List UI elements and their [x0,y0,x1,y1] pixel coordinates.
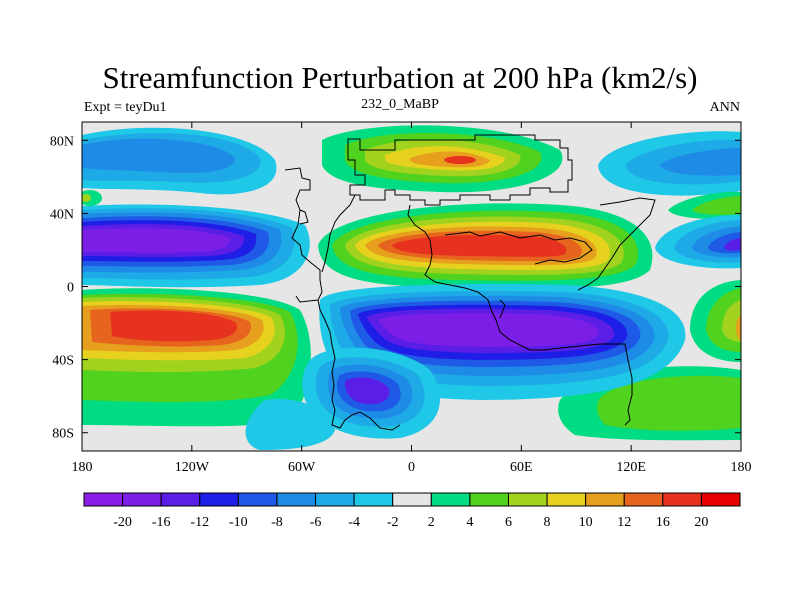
southern-band-negative [245,399,335,450]
colorbar-swatch [83,492,124,507]
colorbar-label: 8 [544,515,551,530]
colorbar-swatch [662,492,702,507]
colorbar-swatch [276,492,317,507]
experiment-label: Expt = teyDu1 [84,100,167,115]
subtropical-asia-high-field [318,203,653,289]
colorbar-label: -4 [348,515,360,530]
x-tick-label: 0 [408,460,415,475]
colorbar-swatch [430,492,471,507]
north-far-east-negative-field [598,131,741,196]
x-tick-label: 60W [288,460,316,475]
y-tick-label: 80S [52,427,74,442]
colorbar-swatch [507,492,548,507]
colorbar-label: 20 [694,515,708,530]
colorbar-label: -12 [190,515,209,530]
y-tick-label: 40S [52,354,74,369]
y-tick-label: 80N [50,134,74,149]
colorbar-label: -6 [310,515,322,530]
coastline [284,134,656,431]
colorbar-label: 6 [505,515,512,530]
x-axis: 180 120W 60W 0 60E 120E 180 [72,122,752,475]
colorbar-label: 2 [428,515,435,530]
colorbar-label: 10 [579,515,593,530]
north-pacific-negative-field [82,127,277,195]
y-tick-label: 0 [67,281,74,296]
colorbar-label: 16 [656,515,670,530]
x-tick-label: 120E [616,460,646,475]
contour-field [82,125,741,450]
east-edge-positive-north [668,191,741,220]
colorbar-label: -20 [113,515,132,530]
colorbar-label: -16 [152,515,171,530]
far-east-pacific-low-field [655,215,741,269]
x-tick-label: 60E [510,460,533,475]
north-atlantic-positive-field [322,125,563,193]
south-atlantic-low-field [302,347,440,439]
x-tick-label: 180 [72,460,93,475]
colorbar-swatch [700,492,741,507]
x-tick-label: 180 [731,460,752,475]
west-edge-north-patches [82,190,102,206]
colorbar-swatch [585,492,625,507]
colorbar-swatch [315,492,355,507]
y-axis: 80N 40N 0 40S 80S [50,134,741,442]
colorbar-label: -2 [387,515,399,530]
subtropical-pacific-low-field [82,204,310,288]
colorbar-label: 4 [466,515,473,530]
plot-title: Streamfunction Perturbation at 200 hPa (… [102,60,698,95]
south-indian-low-field [319,283,686,400]
colorbar-swatch [160,492,201,507]
season-label: ANN [709,100,740,115]
colorbar-swatch [392,492,432,507]
colorbar-label: -10 [229,515,248,530]
colorbar-swatch [546,492,587,507]
colorbar: -20 -16 -12 -10 -8 -6 -4 -2 2 4 6 8 10 12 16 20 [83,492,741,530]
south-pacific-high-field [82,288,311,427]
colorbar-label: 12 [617,515,631,530]
colorbar-swatch [237,492,278,507]
x-tick-label: 120W [175,460,210,475]
colorbar-swatch [623,492,664,507]
colorbar-label: -8 [271,515,283,530]
colorbar-swatch [469,492,509,507]
case-label: 232_0_MaBP [361,97,439,112]
colorbar-swatch [353,492,394,507]
y-tick-label: 40N [50,207,74,222]
colorbar-swatch [199,492,239,507]
east-edge-positive-south [690,280,741,362]
colorbar-swatch [122,492,162,507]
